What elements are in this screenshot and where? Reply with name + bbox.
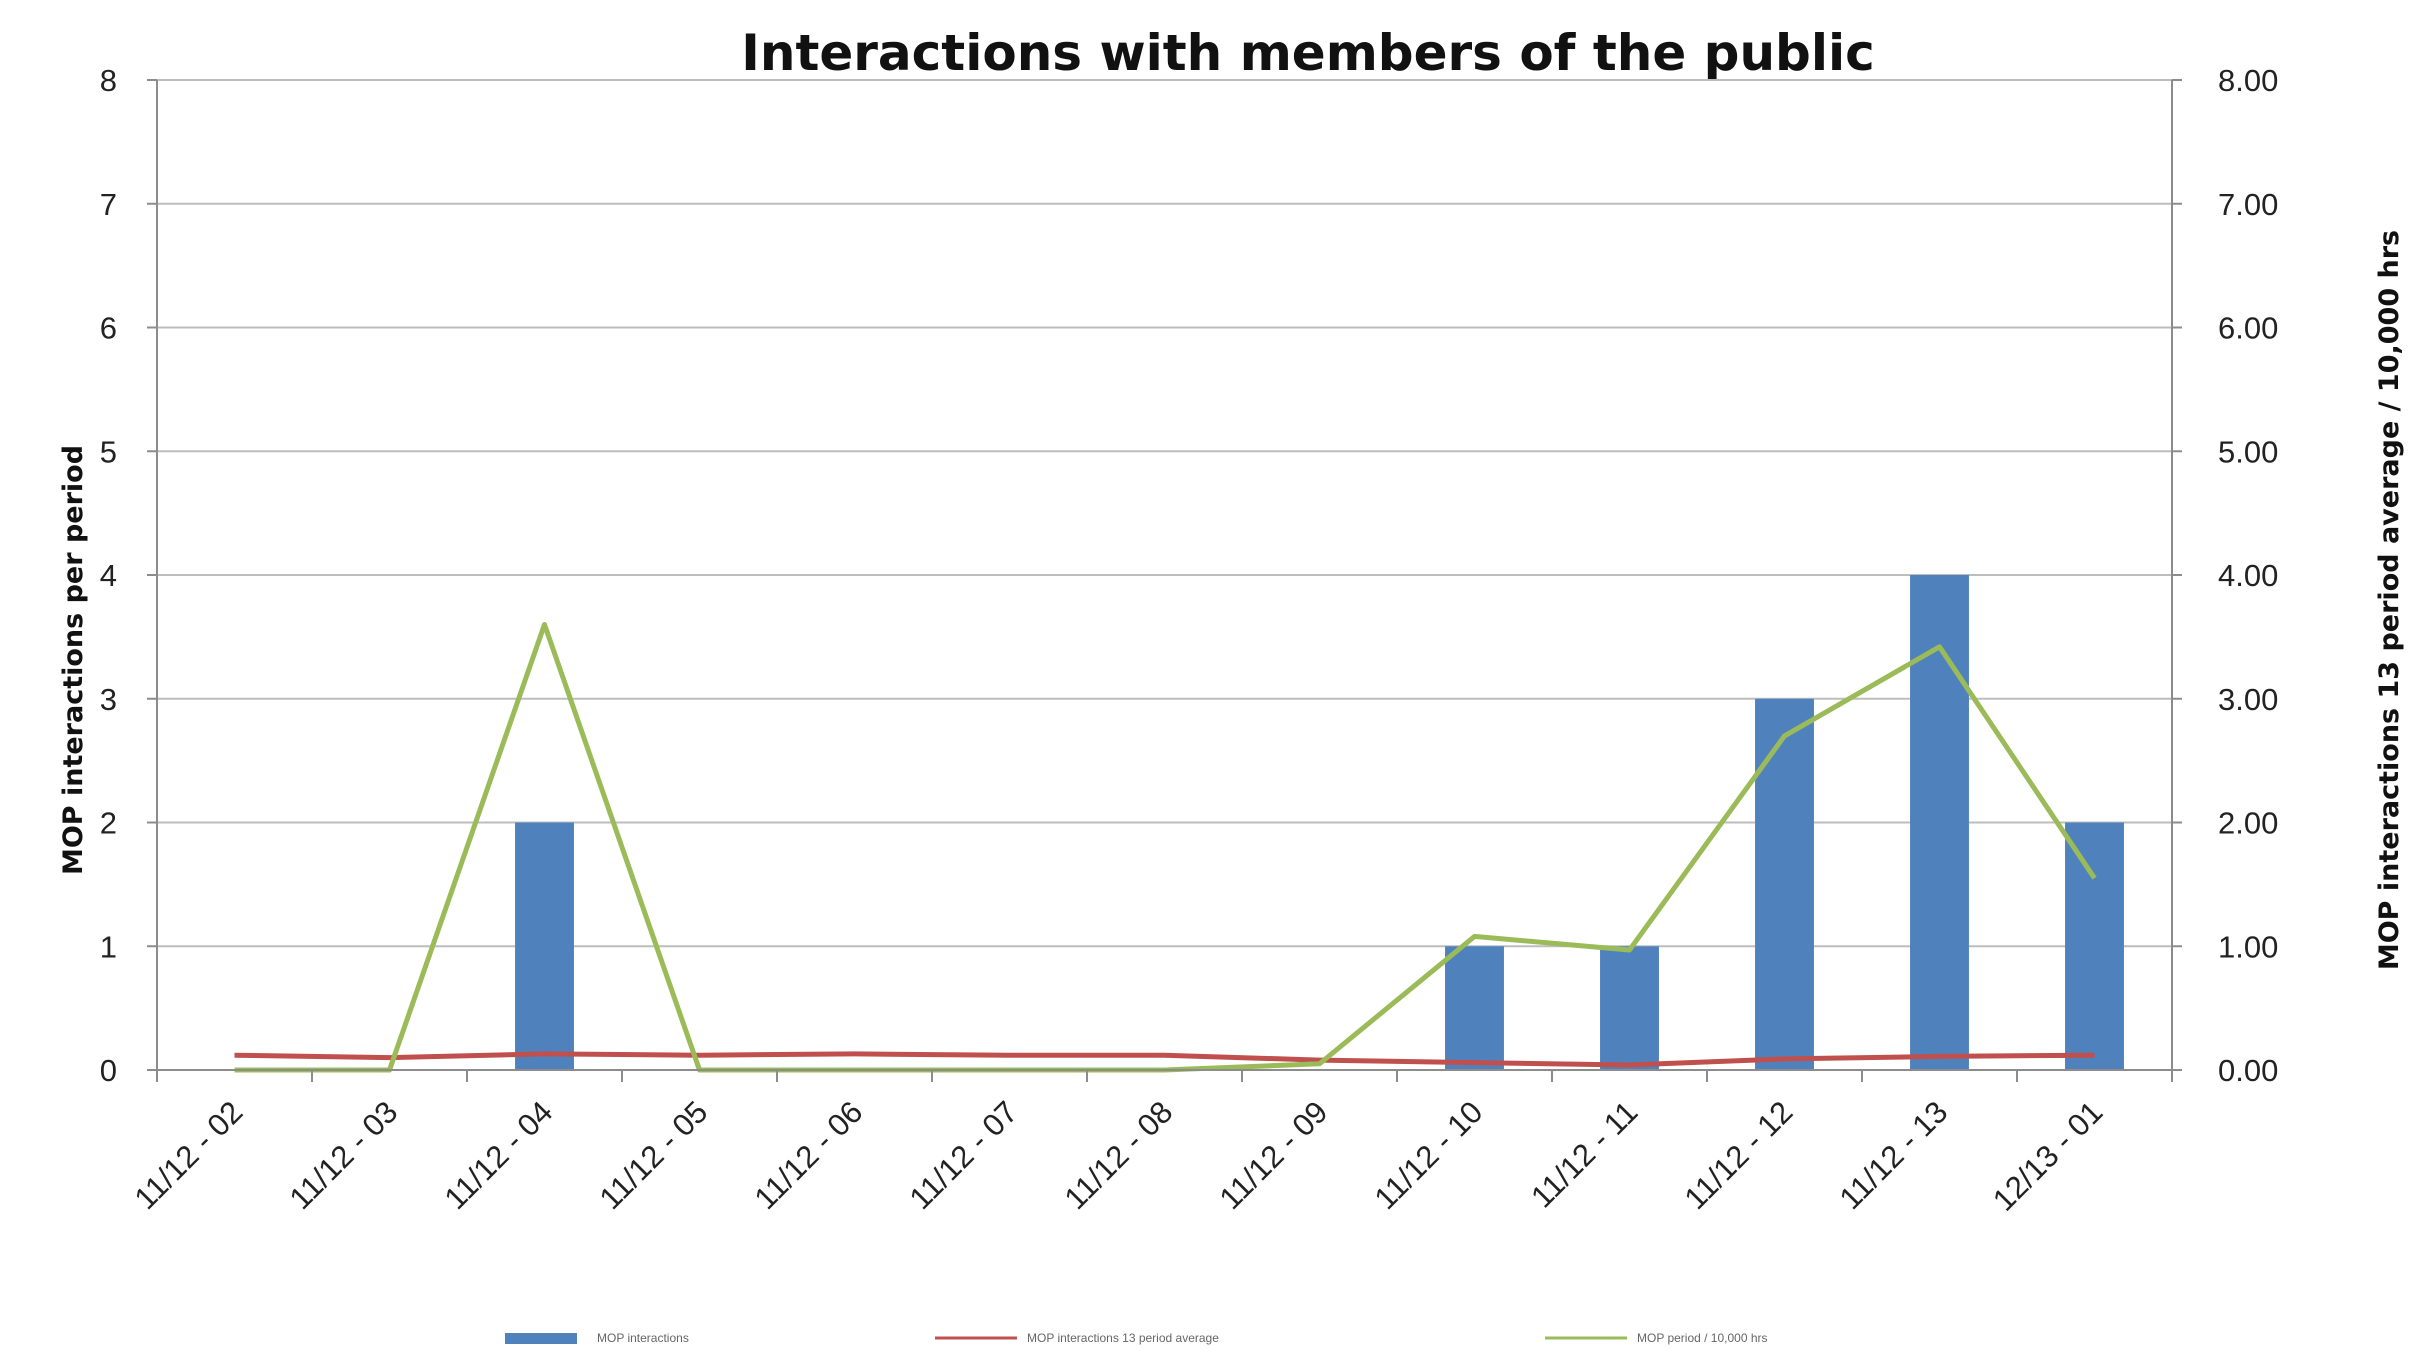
bar-series xyxy=(515,575,2124,1070)
bar xyxy=(1600,946,1659,1070)
left-y-tick-labels: 0 1 2 3 4 5 6 7 8 xyxy=(100,63,117,1088)
right-y-tick-label: 0.00 xyxy=(2218,1053,2278,1088)
left-y-tick-label: 3 xyxy=(100,682,117,717)
bar xyxy=(1445,946,1504,1070)
left-y-tick-label: 6 xyxy=(100,311,117,346)
bar xyxy=(1755,698,1814,1070)
right-y-tick-label: 6.00 xyxy=(2218,311,2278,346)
axes xyxy=(147,79,2182,1082)
legend-label: MOP interactions xyxy=(597,1331,689,1345)
left-y-tick-label: 7 xyxy=(100,187,117,222)
chart-title: Interactions with members of the public xyxy=(741,24,1875,82)
legend-label: MOP interactions 13 period average xyxy=(1027,1331,1219,1345)
right-y-tick-label: 1.00 xyxy=(2218,929,2278,964)
right-y-tick-label: 3.00 xyxy=(2218,682,2278,717)
right-y-tick-label: 8.00 xyxy=(2218,63,2278,98)
left-y-tick-label: 2 xyxy=(100,806,117,841)
series-line xyxy=(234,1051,2095,1068)
left-y-tick-label: 1 xyxy=(100,929,117,964)
legend-label: MOP period / 10,000 hrs xyxy=(1637,1331,1768,1345)
legend-swatch xyxy=(505,1333,577,1344)
left-y-tick-label: 0 xyxy=(100,1053,117,1088)
bar xyxy=(515,822,574,1070)
right-axis-label: MOP interactions 13 period average / 10,… xyxy=(2374,230,2405,970)
right-y-tick-label: 7.00 xyxy=(2218,187,2278,222)
left-y-tick-label: 5 xyxy=(100,434,117,469)
right-y-tick-label: 5.00 xyxy=(2218,434,2278,469)
bar xyxy=(2065,822,2124,1070)
legend: MOP interactions MOP interactions 13 peri… xyxy=(505,1331,1768,1345)
left-y-tick-label: 4 xyxy=(100,558,117,593)
left-axis-label: MOP interactions per period xyxy=(58,445,89,875)
right-y-tick-labels: 0.00 1.00 2.00 3.00 4.00 5.00 6.00 7.00 8.00 xyxy=(2218,63,2278,1088)
left-y-tick-label: 8 xyxy=(100,63,117,98)
right-y-tick-label: 2.00 xyxy=(2218,806,2278,841)
right-y-tick-label: 4.00 xyxy=(2218,558,2278,593)
